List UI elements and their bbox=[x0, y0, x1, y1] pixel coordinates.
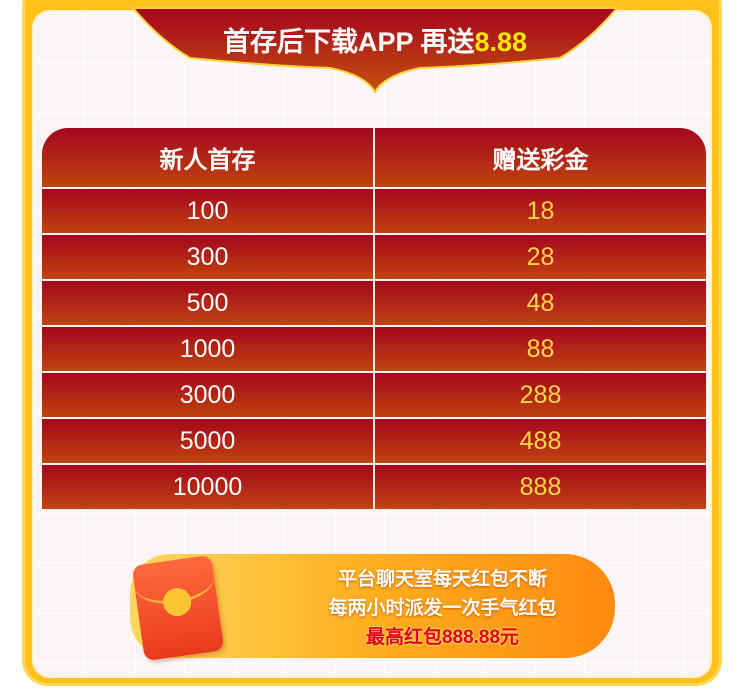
table-row: 10000 888 bbox=[42, 465, 706, 509]
bonus-cell: 28 bbox=[526, 242, 555, 271]
header-bonus: 赠送彩金 bbox=[492, 147, 589, 174]
deposit-cell: 500 bbox=[42, 281, 375, 325]
bonus-cell: 288 bbox=[519, 380, 562, 409]
title-highlight: 8.88 bbox=[474, 27, 528, 57]
bonus-cell: 488 bbox=[519, 426, 562, 455]
chatroom-promo-banner[interactable]: 平台聊天室每天红包不断 每两小时派发一次手气红包 最高红包888.88元 bbox=[120, 552, 615, 662]
bonus-cell: 88 bbox=[526, 334, 555, 363]
promo-line-2: 每两小时派发一次手气红包 bbox=[328, 598, 557, 619]
bonus-cell: 18 bbox=[526, 196, 555, 225]
promo-line-3: 最高红包888.88元 bbox=[365, 627, 520, 648]
deposit-cell: 3000 bbox=[42, 373, 375, 417]
title-ribbon bbox=[130, 7, 620, 94]
bonus-cell: 888 bbox=[519, 472, 562, 501]
table-row: 300 28 bbox=[42, 235, 706, 279]
bonus-cell: 48 bbox=[526, 288, 555, 317]
table-row: 3000 288 bbox=[42, 373, 706, 417]
table-row: 500 48 bbox=[42, 281, 706, 325]
bonus-table: 新人首存 赠送彩金 100 18 300 28 500 48 1000 88 3000 288 50… bbox=[42, 128, 706, 509]
deposit-cell: 1000 bbox=[42, 327, 375, 371]
red-envelope-icon bbox=[131, 554, 225, 662]
promo-line-1: 平台聊天室每天红包不断 bbox=[337, 569, 547, 590]
deposit-cell: 300 bbox=[42, 235, 375, 279]
deposit-cell: 5000 bbox=[42, 419, 375, 463]
ribbon-title: 首存后下载APP 再送8.88 bbox=[0, 20, 750, 59]
deposit-cell: 100 bbox=[42, 189, 375, 233]
table-row: 1000 88 bbox=[42, 327, 706, 371]
table-row: 5000 488 bbox=[42, 419, 706, 463]
table-header: 新人首存 赠送彩金 bbox=[42, 128, 706, 187]
title-text: 首存后下载APP 再送 bbox=[222, 27, 475, 57]
table-row: 100 18 bbox=[42, 189, 706, 233]
header-deposit: 新人首存 bbox=[42, 128, 375, 187]
deposit-cell: 10000 bbox=[42, 465, 375, 509]
